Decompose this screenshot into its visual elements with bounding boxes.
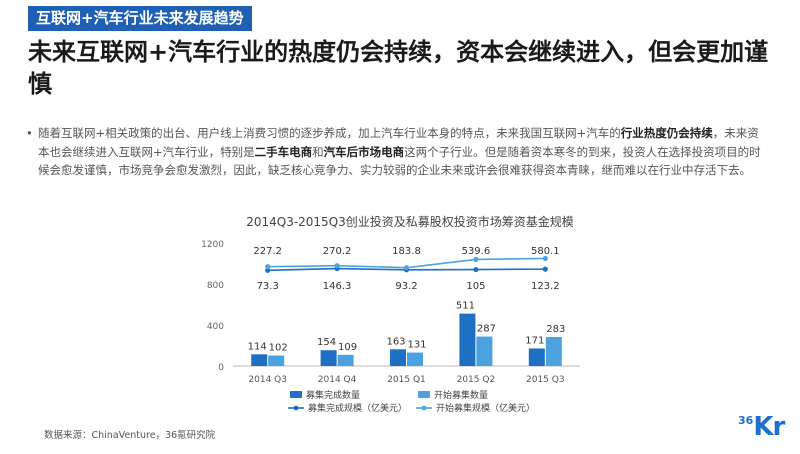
x-tick-label: 2015 Q2 xyxy=(457,375,496,385)
line-data-label: 105 xyxy=(466,281,485,292)
brand-logo: 36Kr xyxy=(738,412,785,442)
line-data-label: 183.8 xyxy=(392,246,421,257)
bar-data-label: 283 xyxy=(546,324,565,335)
text-bold-1: 行业热度仍会持续 xyxy=(620,126,713,140)
text-part-3: 和 xyxy=(312,144,324,159)
line-point xyxy=(265,264,271,270)
bullet-paragraph: • 随着互联网+相关政策的出台、用户线上消费习惯的逐步养成，加上汽车行业本身的特… xyxy=(26,124,763,180)
bar-completed-count xyxy=(251,354,268,366)
text-part-4: 这两个子行业。但是随着资本寒冬的到来，投资人在选择投资项目的时候会愈发谨慎，市场… xyxy=(38,144,761,178)
legend-swatch-started-count xyxy=(418,391,430,398)
legend-marker xyxy=(421,405,427,411)
line-data-label: 123.2 xyxy=(531,281,560,292)
text-bold-2: 二手车电商 xyxy=(254,144,313,159)
bullet-dot: • xyxy=(26,126,33,140)
x-tick-label: 2014 Q3 xyxy=(248,375,287,385)
line-point xyxy=(542,255,548,262)
text-bold-3: 汽车后市场电商 xyxy=(323,144,405,159)
bar-completed-count xyxy=(459,313,476,366)
bar-data-label: 511 xyxy=(456,301,475,312)
line-data-label: 146.3 xyxy=(323,281,352,292)
y-tick-label: 0 xyxy=(218,363,224,373)
paragraph-text: 随着互联网+相关政策的出台、用户线上消费习惯的逐步养成，加上汽车行业本身的特点，… xyxy=(38,124,763,180)
line-data-label: 93.2 xyxy=(395,281,417,292)
line-point xyxy=(473,256,479,263)
line-point xyxy=(265,267,271,273)
bar-started-count xyxy=(476,336,493,366)
bar-data-label: 114 xyxy=(248,341,267,352)
line-point xyxy=(542,266,548,272)
bar-data-label: 154 xyxy=(317,337,336,348)
bar-started-count xyxy=(337,354,354,366)
bar-data-label: 109 xyxy=(338,342,357,353)
line-point xyxy=(473,266,479,273)
y-tick-label: 400 xyxy=(207,322,224,332)
bar-completed-count xyxy=(320,350,337,366)
chart-title: 2014Q3-2015Q3创业投资及私募股权投资市场筹资基金规模 xyxy=(246,214,574,229)
line-point xyxy=(334,263,340,269)
line-data-label: 539.6 xyxy=(462,246,491,257)
page-headline: 未来互联网+汽车行业的热度仍会持续，资本会继续进入，但会更加谨慎 xyxy=(28,38,769,98)
section-tag: 互联网+汽车行业未来发展趋势 xyxy=(28,6,252,31)
y-tick-label: 1200 xyxy=(201,240,224,250)
bar-started-count xyxy=(268,355,285,366)
line-point xyxy=(403,265,410,271)
line-data-label: 73.3 xyxy=(257,281,279,292)
bar-started-count xyxy=(545,336,562,366)
bar-completed-count xyxy=(390,349,406,366)
legend-label: 募集完成数量 xyxy=(306,389,360,401)
text-part-1: 随着互联网+相关政策的出台、用户线上消费习惯的逐步养成，加上汽车行业本身的特点，… xyxy=(38,126,621,140)
line-data-label: 580.1 xyxy=(531,246,560,257)
legend-label: 开始募集数量 xyxy=(434,389,488,401)
bar-data-label: 287 xyxy=(477,324,496,335)
bar-completed-count xyxy=(528,348,545,366)
bar-started-count xyxy=(407,352,423,366)
legend-marker xyxy=(293,405,299,411)
text-part-2: ，未来资本也会继续进入互联网+汽车行业，特别是 xyxy=(38,126,759,159)
bar-data-label: 163 xyxy=(386,336,405,347)
legend-label: 开始募集规模（亿美元） xyxy=(436,402,535,414)
x-tick-label: 2015 Q3 xyxy=(526,375,565,385)
bar-data-label: 131 xyxy=(407,340,426,351)
bar-data-label: 102 xyxy=(269,343,288,354)
logo-kr: Kr xyxy=(753,412,785,442)
y-tick-label: 800 xyxy=(207,281,224,291)
legend-label: 募集完成规模（亿美元） xyxy=(308,402,407,414)
line-data-label: 227.2 xyxy=(253,246,282,257)
line-data-label: 270.2 xyxy=(323,246,352,257)
logo-number: 36 xyxy=(738,414,754,427)
x-tick-label: 2014 Q4 xyxy=(318,375,357,385)
legend-swatch-completed-count xyxy=(290,391,302,398)
bar-data-label: 171 xyxy=(525,335,544,346)
data-source: 数据来源：ChinaVenture，36氪研究院 xyxy=(44,430,216,441)
x-tick-label: 2015 Q1 xyxy=(387,375,426,385)
